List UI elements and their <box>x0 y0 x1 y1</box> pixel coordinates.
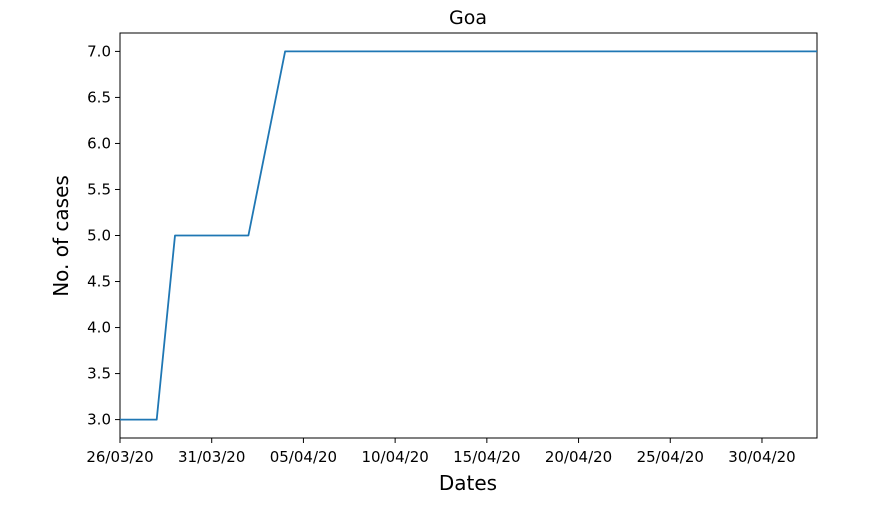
y-tick-label: 5.0 <box>87 227 111 245</box>
x-axis: 26/03/20 31/03/20 05/04/20 10/04/20 15/04/20… <box>86 438 796 466</box>
y-tick-label: 3.0 <box>87 411 111 429</box>
x-tick-label: 26/03/20 <box>86 448 153 466</box>
x-tick-label: 05/04/20 <box>270 448 337 466</box>
y-tick-label: 5.5 <box>87 180 111 198</box>
x-tick-label: 20/04/20 <box>545 448 612 466</box>
x-tick-label: 15/04/20 <box>453 448 520 466</box>
y-axis-title: No. of cases <box>49 175 73 297</box>
y-tick-label: 3.5 <box>87 365 111 383</box>
x-tick-label: 25/04/20 <box>637 448 704 466</box>
chart-title: Goa <box>449 7 487 29</box>
y-tick-label: 4.0 <box>87 319 111 337</box>
x-axis-title: Dates <box>439 471 497 495</box>
x-tick-label: 31/03/20 <box>178 448 245 466</box>
y-tick-label: 4.5 <box>87 273 111 291</box>
x-tick-label: 30/04/20 <box>728 448 795 466</box>
series-line <box>120 50 817 421</box>
y-tick-label: 6.5 <box>87 88 111 106</box>
series-layer <box>120 50 817 421</box>
y-tick-label: 7.0 <box>87 42 111 60</box>
y-axis: 3.0 3.5 4.0 4.5 5.0 5.5 6.0 6.5 7.0 <box>87 42 120 429</box>
y-tick-label: 6.0 <box>87 134 111 152</box>
x-tick-label: 10/04/20 <box>361 448 428 466</box>
